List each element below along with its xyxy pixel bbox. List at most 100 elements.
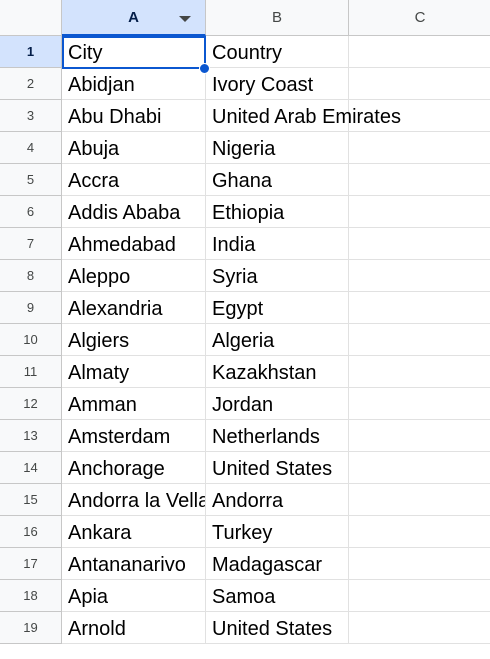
row-header[interactable]: 8 (0, 260, 62, 292)
cell-b[interactable]: Egypt (206, 292, 349, 324)
cell-c[interactable] (349, 356, 490, 388)
cell-c[interactable] (349, 580, 490, 612)
cell-c[interactable] (349, 388, 490, 420)
cell-b-text: Turkey (212, 522, 273, 544)
cell-c[interactable] (349, 36, 490, 68)
cell-c[interactable] (349, 100, 490, 132)
cell-b-text: Syria (212, 266, 258, 288)
row-header[interactable]: 5 (0, 164, 62, 196)
cell-b-text: Ghana (212, 170, 273, 192)
cell-b[interactable]: Kazakhstan (206, 356, 349, 388)
cell-a[interactable]: Abu Dhabi (62, 100, 206, 132)
cell-c[interactable] (349, 324, 490, 356)
cell-c[interactable] (349, 516, 490, 548)
cell-a[interactable]: Anchorage (62, 452, 206, 484)
column-letter-c: C (414, 9, 426, 26)
cell-c[interactable] (349, 484, 490, 516)
cell-b[interactable]: Algeria (206, 324, 349, 356)
cell-b-text: United States (212, 618, 333, 640)
row-header[interactable]: 17 (0, 548, 62, 580)
cell-a[interactable]: City (62, 36, 206, 68)
row-header[interactable]: 11 (0, 356, 62, 388)
cell-c[interactable] (349, 452, 490, 484)
cell-b[interactable]: United Arab Emirates (206, 100, 401, 132)
cell-b[interactable]: Country (206, 36, 349, 68)
cell-c[interactable] (349, 228, 490, 260)
row-header[interactable]: 7 (0, 228, 62, 260)
cell-b[interactable]: Netherlands (206, 420, 349, 452)
column-menu-dropdown-icon[interactable] (179, 16, 191, 22)
cell-a[interactable]: Abuja (62, 132, 206, 164)
cell-a[interactable]: Addis Ababa (62, 196, 206, 228)
cell-b-text: Netherlands (212, 426, 320, 448)
row-header[interactable]: 18 (0, 580, 62, 612)
column-header-a[interactable]: A (62, 0, 206, 36)
cell-a[interactable]: Algiers (62, 324, 206, 356)
cell-a-text: Abu Dhabi (68, 106, 162, 128)
row-header[interactable]: 1 (0, 36, 62, 68)
cell-a[interactable]: Alexandria (62, 292, 206, 324)
cell-a-text: Arnold (68, 618, 126, 640)
cell-b[interactable]: Andorra (206, 484, 349, 516)
row-header[interactable]: 9 (0, 292, 62, 324)
cell-a-text: Amman (68, 394, 137, 416)
cell-c[interactable] (349, 612, 490, 644)
cell-b[interactable]: Turkey (206, 516, 349, 548)
cell-a[interactable]: Amsterdam (62, 420, 206, 452)
cell-a[interactable]: Antananarivo (62, 548, 206, 580)
cell-c[interactable] (349, 292, 490, 324)
cell-a[interactable]: Ahmedabad (62, 228, 206, 260)
cell-b-text: United Arab Emirates (212, 106, 401, 128)
cell-a[interactable]: Accra (62, 164, 206, 196)
cell-b[interactable]: United States (206, 452, 349, 484)
cell-a[interactable]: Amman (62, 388, 206, 420)
cell-a[interactable]: Andorra la Vella (62, 484, 206, 516)
cell-b[interactable]: Samoa (206, 580, 349, 612)
cell-b-text: Algeria (212, 330, 275, 352)
cell-b-text: United States (212, 458, 333, 480)
column-letter-b: B (271, 9, 282, 26)
cell-b[interactable]: Ethiopia (206, 196, 349, 228)
cell-c[interactable] (349, 260, 490, 292)
cell-a[interactable]: Apia (62, 580, 206, 612)
cell-b-text: Madagascar (212, 554, 323, 576)
cell-a[interactable]: Ankara (62, 516, 206, 548)
cell-b[interactable]: Ivory Coast (206, 68, 349, 100)
cell-b[interactable]: India (206, 228, 349, 260)
cell-c[interactable] (349, 420, 490, 452)
row-header[interactable]: 19 (0, 612, 62, 644)
row-header[interactable]: 3 (0, 100, 62, 132)
row-header[interactable]: 12 (0, 388, 62, 420)
cell-a[interactable]: Arnold (62, 612, 206, 644)
cell-b[interactable]: Jordan (206, 388, 349, 420)
cell-a[interactable]: Abidjan (62, 68, 206, 100)
row-header[interactable]: 10 (0, 324, 62, 356)
cell-b-text: Country (212, 42, 283, 64)
cell-a-text: Algiers (68, 330, 130, 352)
column-header-c[interactable]: C (349, 0, 490, 36)
cell-c[interactable] (349, 68, 490, 100)
row-header[interactable]: 2 (0, 68, 62, 100)
cell-a[interactable]: Almaty (62, 356, 206, 388)
cell-c[interactable] (349, 196, 490, 228)
row-header[interactable]: 16 (0, 516, 62, 548)
row-header[interactable]: 6 (0, 196, 62, 228)
cell-c[interactable] (349, 548, 490, 580)
column-header-b[interactable]: B (206, 0, 349, 36)
cell-b[interactable]: United States (206, 612, 349, 644)
cell-a[interactable]: Aleppo (62, 260, 206, 292)
select-all-corner[interactable] (0, 0, 62, 36)
cell-b[interactable]: Nigeria (206, 132, 349, 164)
cell-c[interactable] (349, 164, 490, 196)
cell-a-text: Amsterdam (68, 426, 171, 448)
row-header[interactable]: 14 (0, 452, 62, 484)
row-header[interactable]: 4 (0, 132, 62, 164)
row-header[interactable]: 13 (0, 420, 62, 452)
cell-b[interactable]: Madagascar (206, 548, 349, 580)
cell-c[interactable] (349, 132, 490, 164)
fill-handle[interactable] (199, 63, 210, 74)
cell-b[interactable]: Ghana (206, 164, 349, 196)
row-header[interactable]: 15 (0, 484, 62, 516)
cell-b[interactable]: Syria (206, 260, 349, 292)
